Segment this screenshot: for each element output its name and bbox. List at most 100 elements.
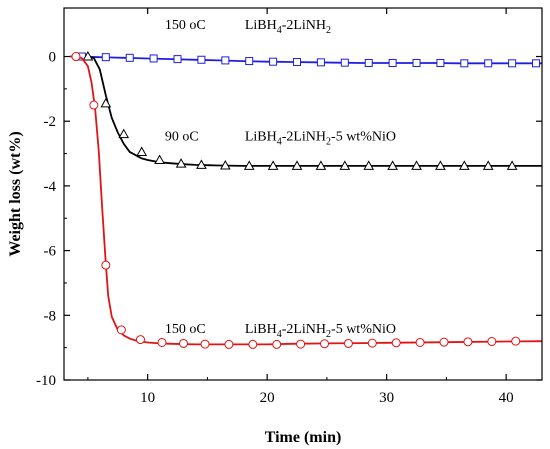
formula-part: LiBH <box>245 18 277 33</box>
annotation-temperature: 150 oC <box>165 18 206 33</box>
data-point <box>291 160 303 170</box>
formula-subscript: 4 <box>277 137 282 148</box>
data-point <box>367 338 377 348</box>
data-point <box>436 58 445 67</box>
formula-subscript: 2 <box>326 329 331 340</box>
data-point <box>179 338 188 348</box>
x-axis-title: Time (min) <box>265 429 342 446</box>
data-point <box>343 338 353 348</box>
y-tick-label: -6 <box>44 244 57 260</box>
data-point <box>82 51 94 61</box>
annotation-formula: LiBH4-2LiNH2 <box>245 18 331 36</box>
x-tick-label: 30 <box>379 390 394 406</box>
data-point <box>100 97 112 108</box>
data-point <box>157 337 167 347</box>
data-point <box>364 58 373 67</box>
formula-subscript: 2 <box>326 25 331 36</box>
annotation-formula: LiBH4-2LiNH2-5 wt%NiO <box>245 322 396 340</box>
series-layer <box>70 51 542 349</box>
data-point <box>71 52 81 62</box>
data-point <box>458 160 470 170</box>
formula-part: LiBH <box>245 322 277 337</box>
data-point <box>340 58 349 67</box>
formula-part: -2LiNH <box>282 18 326 33</box>
data-point <box>482 160 494 170</box>
formula-part: LiBH <box>245 130 277 145</box>
data-point <box>101 53 110 62</box>
temp-value: 150 <box>165 322 190 337</box>
series-line <box>87 55 542 167</box>
data-point <box>118 128 130 139</box>
x-tick-label: 20 <box>260 390 275 406</box>
plot-frame <box>63 7 543 381</box>
data-point <box>508 59 517 68</box>
data-point <box>149 54 158 63</box>
x-tick-label: 40 <box>499 390 514 406</box>
formula-subscript: 4 <box>277 25 282 36</box>
data-point <box>411 160 422 170</box>
data-point <box>135 335 145 345</box>
data-point <box>439 337 449 347</box>
annotation-formula: LiBH4-2LiNH2-5 wt%NiO <box>245 130 396 148</box>
data-point <box>511 336 521 346</box>
series-circle <box>70 52 542 349</box>
formula-part: -2LiNH <box>282 130 326 145</box>
formula-part: -2LiNH <box>282 322 326 337</box>
data-point <box>272 339 282 349</box>
y-tick-label: -4 <box>44 179 57 195</box>
data-point <box>391 338 401 348</box>
temp-unit: oC <box>182 130 198 145</box>
data-point <box>484 59 493 68</box>
temp-value: 90 <box>165 130 183 145</box>
formula-part: -5 wt%NiO <box>331 322 396 337</box>
annotation-temperature: 150 oC <box>165 322 206 337</box>
series-line <box>70 55 542 346</box>
data-point <box>532 59 541 68</box>
data-point <box>248 339 258 349</box>
data-point <box>460 59 469 68</box>
data-point <box>267 160 279 170</box>
data-point <box>316 58 325 67</box>
data-point <box>415 337 425 347</box>
data-point <box>245 57 254 66</box>
data-point <box>293 58 302 67</box>
data-point <box>269 57 278 66</box>
formula-part: -5 wt%NiO <box>331 130 396 145</box>
annotation-temperature: 90 oC <box>165 130 199 145</box>
data-point <box>196 159 207 169</box>
data-point <box>320 339 330 349</box>
data-point <box>154 154 165 165</box>
y-tick-label: -10 <box>36 373 56 389</box>
data-point <box>435 160 446 170</box>
data-point <box>101 260 111 270</box>
data-point <box>463 337 473 347</box>
data-point <box>89 100 99 110</box>
temp-unit: oC <box>189 322 205 337</box>
data-point <box>125 53 134 62</box>
data-point <box>136 146 148 156</box>
data-point <box>173 55 182 64</box>
x-tick-label: 10 <box>140 390 155 406</box>
series-line <box>70 55 542 65</box>
axis-layer: 10 20 30 40 0 -2 -4 -6 -8 -10 <box>36 8 542 406</box>
data-point <box>221 56 230 65</box>
data-point <box>387 160 398 170</box>
data-point <box>175 158 187 168</box>
data-point <box>388 58 397 67</box>
data-point <box>412 58 421 67</box>
data-point <box>339 160 351 170</box>
data-point <box>506 160 518 170</box>
y-tick-label: -2 <box>44 114 57 130</box>
formula-subscript: 4 <box>277 329 282 340</box>
temp-unit: oC <box>189 18 205 33</box>
data-point <box>197 55 206 64</box>
series-triangle <box>82 51 542 170</box>
temp-value: 150 <box>165 18 190 33</box>
y-tick-label: -8 <box>44 308 57 324</box>
data-point <box>200 339 210 349</box>
data-point <box>315 160 327 170</box>
y-axis-title: Weight loss (wt%) <box>7 131 24 256</box>
data-point <box>487 337 497 347</box>
